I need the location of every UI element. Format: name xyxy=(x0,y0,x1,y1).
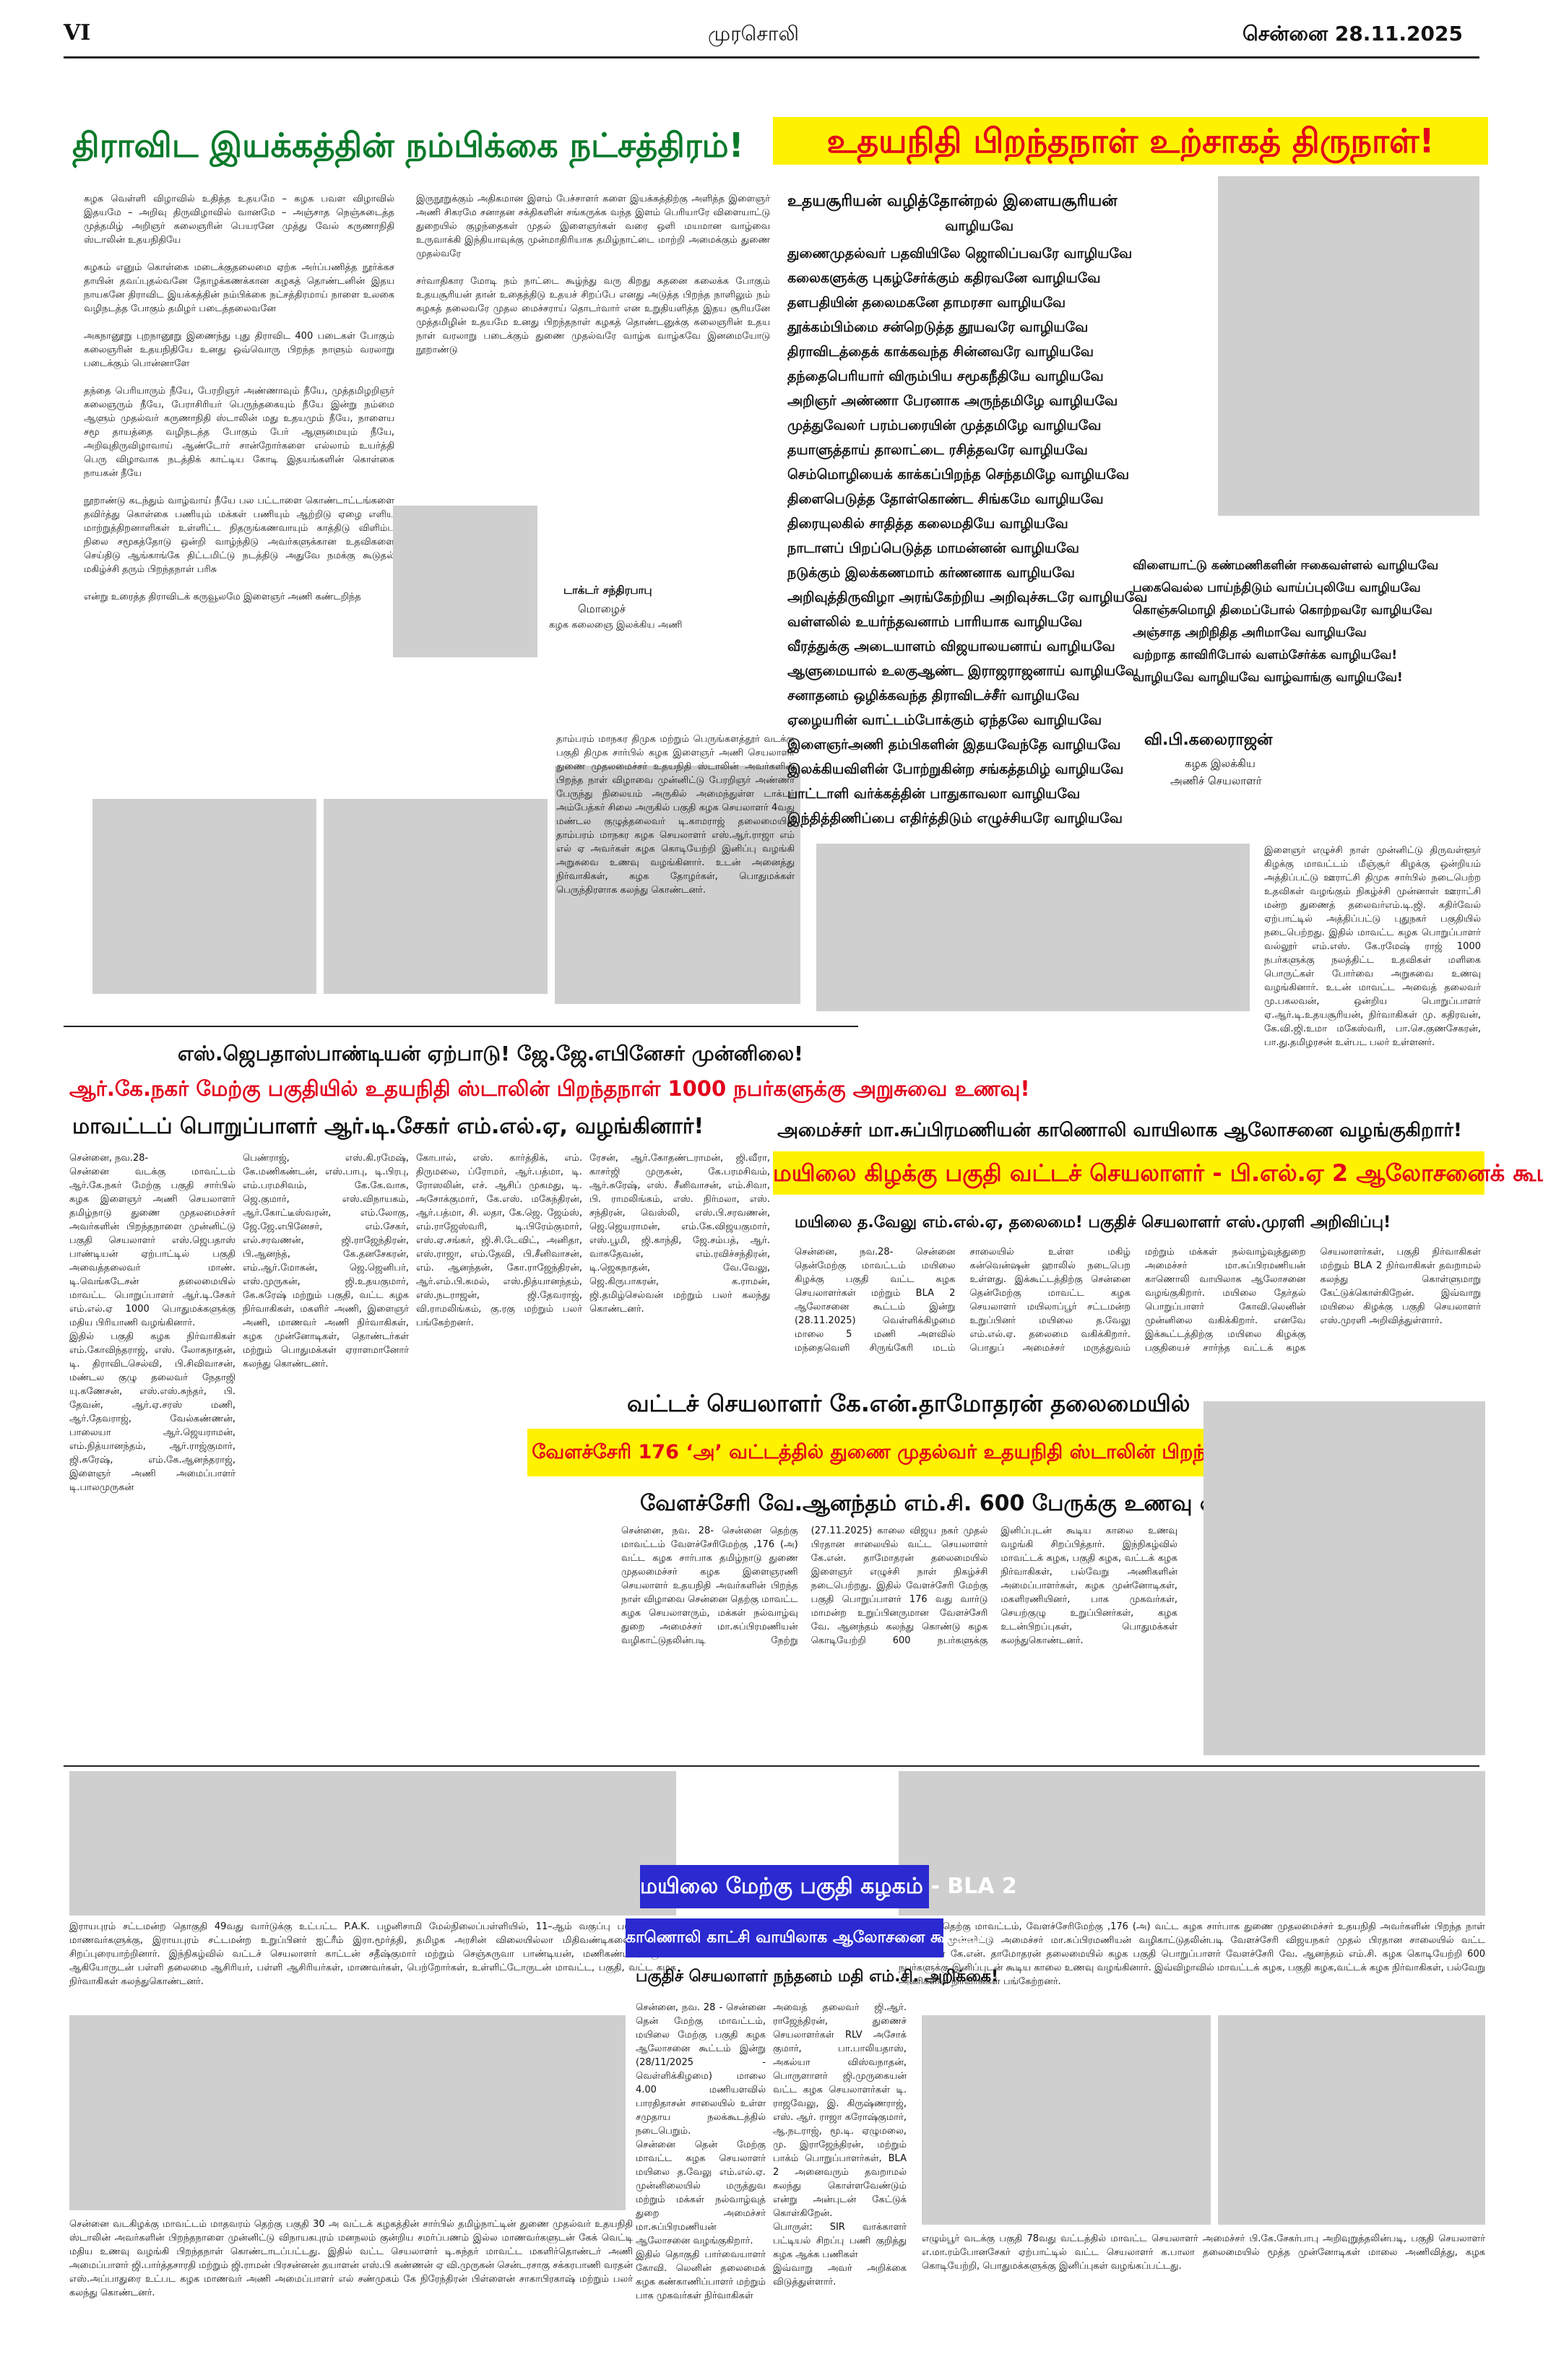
photo-egmore-2 xyxy=(1218,2015,1485,2225)
signature-kalairajan-role: கழக இலக்கிய xyxy=(1185,757,1255,770)
caption-bicycles: இராயபுரம் சட்டமன்ற தொகுதி 49வது வார்டுக்… xyxy=(69,1921,676,1987)
mylai-west-col1: சென்னை, நவ. 28 - சென்னை தென் மேற்கு மாவட… xyxy=(636,2002,766,2301)
mylai-east-kicker: அமைச்சர் மா.சுப்பிரமணியன் காணொலி வாயிலாக… xyxy=(777,1120,1462,1141)
mylai-west-col2: அவைத் தலைவர் ஜி.ஆர். ராஜேந்திரன், துணைச்… xyxy=(773,2002,907,2288)
date-line: சென்னை 28.11.2025 xyxy=(1242,22,1463,46)
poem-first-line: உதயசூரியன் வழித்தோன்றல் இளையசூரியன் xyxy=(787,192,1118,210)
rknagar-col3: கோபால், எஸ். கார்த்திக், எம். திருமலை, ப… xyxy=(416,1153,582,1328)
rknagar-headline: ஆர்.கே.நகர் மேற்கு பகுதியில் உதயநிதி ஸ்ட… xyxy=(69,1076,1030,1101)
mylai-east-body: சென்னை, நவ.28- சென்னை தென்மேற்கு மாவட்டம… xyxy=(795,1247,1481,1354)
paper-name: முரசொலி xyxy=(708,22,799,46)
signature-kalairajan: வி.பி.கலைராஜன் xyxy=(1144,731,1273,749)
photo-bicycles xyxy=(69,1771,676,1916)
nambikkai-col1: கழக வெள்ளி விழாவில் உதித்த உதயமே – கழக ப… xyxy=(84,194,394,602)
thiruvallur-story: இளைஞர் எழுச்சி நாள் முன்னிட்டு திருவள்ளூ… xyxy=(1264,845,1481,1048)
signature-kalairajan-role2: அணிச் செயலாளர் xyxy=(1170,774,1262,787)
rknagar-col1: சென்னை, நவ.28- சென்னை வடக்கு மாவட்டம் ஆர… xyxy=(69,1153,235,1493)
page-number: VI xyxy=(64,20,91,46)
photo-tambaram xyxy=(555,766,800,1004)
nambikkai-col2: இருநூறுக்கும் அதிகமான இளம் பேச்சாளர் களை… xyxy=(416,194,770,355)
rknagar-col2: பெண்ராஜ், எஸ்.கி.ரமேஷ், கே.மணிகண்டன், எஸ… xyxy=(243,1153,409,1369)
section-rule-left xyxy=(64,1026,858,1027)
poem-body: துணைமுதல்வர் பதவியிலே ஜொலிப்பவரே வாழியவே… xyxy=(787,246,1148,826)
poem-first-line-2: வாழியவே xyxy=(787,218,1014,234)
rknagar-col4: ரேசன், ஆர்.கோதண்டராமன், ஜி.வீரா, காசர்ஜி… xyxy=(589,1153,770,1315)
photo-gathering-1 xyxy=(324,799,548,994)
headline-nambikkai: திராவிட இயக்கத்தின் நம்பிக்கை நட்சத்திரம… xyxy=(72,126,744,165)
photo-egmore xyxy=(922,2015,1211,2225)
photo-velachery-breakfast xyxy=(899,1771,1485,1916)
mylai-east-subhead: மயிலை த.வேலு எம்.எல்.ஏ, தலைமை! பகுதிச் ச… xyxy=(795,1213,1391,1232)
mylai-east-headline: மயிலை கிழக்கு பகுதி வட்டச் செயலாளர் - பி… xyxy=(773,1151,1543,1195)
rknagar-subhead: மாவட்டப் பொறுப்பாளர் ஆர்.டி.சேகர் எம்.எல… xyxy=(72,1114,704,1139)
photo-thiruvallur-event xyxy=(816,844,1250,1011)
signature-chandrababu-org: கழக கலைஞை இலக்கிய அணி xyxy=(549,620,683,631)
mylai-west-subhead: பகுதிச் செயலாளர் நந்தனம் மதி எம்.சி. அறி… xyxy=(636,1968,999,1986)
poem-right: விளையாட்டு கண்மணிகளின் ஈகைவள்ளல் வாழியவே… xyxy=(1133,558,1439,685)
photo-ribbon-cutting xyxy=(92,799,316,994)
velachery-body: சென்னை, நவ. 28- சென்னை தெற்கு மாவட்டம் வ… xyxy=(621,1526,1177,1646)
rknagar-kicker: எஸ்.ஜெபதாஸ்பாண்டியன் ஏற்பாடு! ஜே.ஜே.எபின… xyxy=(178,1042,803,1065)
headline-udhayanidhi-birthday: உதயநிதி பிறந்தநாள் உற்சாகத் திருநாள்! xyxy=(773,117,1488,165)
section-rule-photos xyxy=(64,1765,1479,1767)
velachery-kicker: வட்டச் செயலாளர் கே.என்.தாமோதரன் தலைமையில… xyxy=(627,1390,1190,1417)
photo-madhavaram xyxy=(69,2015,626,2210)
signature-chandrababu: டாக்டர் சந்திரபாபு xyxy=(563,584,652,597)
velachery-headline: வேளச்சேரி 176 ‘அ’ வட்டத்தில் துணை முதல்வ… xyxy=(527,1429,1279,1476)
photo-chandrababu xyxy=(393,506,537,657)
caption-egmore: எழும்பூர் வடக்கு பகுதி 78வது வட்டத்தில் … xyxy=(922,2233,1485,2272)
tambaram-story: தாம்பரம் மாநகர திமுக மற்றும் பெருங்களத்த… xyxy=(556,734,795,896)
photo-udhayanidhi xyxy=(1218,176,1479,516)
caption-velachery-breakfast: சென்னை தெற்கு மாவட்டம், வேளச்சேரிமேற்கு … xyxy=(899,1921,1485,1987)
mylai-west-badge1: மயிலை மேற்கு பகுதி கழகம் - BLA 2 xyxy=(640,1865,1017,1908)
mylai-west-badge2: காணொலி காட்சி வாயிலாக ஆலோசனை கூட்டம்! xyxy=(626,1918,992,1957)
photo-velachery-portrait xyxy=(1203,1401,1485,1755)
masthead-rule xyxy=(64,56,1479,59)
caption-madhavaram: சென்னை வடகிழக்கு மாவட்டம் மாதவரம் தெற்கு… xyxy=(69,2219,633,2298)
signature-chandrababu-role: மொழைச் xyxy=(578,602,626,615)
